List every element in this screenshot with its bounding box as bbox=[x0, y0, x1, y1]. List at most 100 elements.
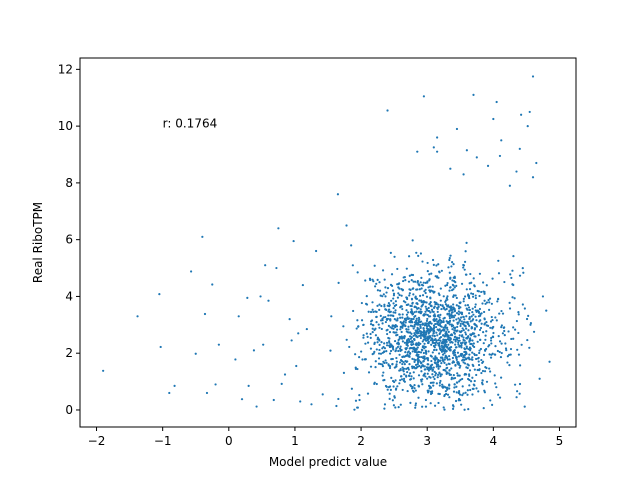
data-point bbox=[432, 357, 435, 360]
data-point bbox=[468, 374, 471, 378]
data-point bbox=[446, 313, 449, 316]
data-point bbox=[395, 325, 399, 328]
data-point bbox=[462, 392, 465, 395]
data-point bbox=[451, 261, 454, 264]
data-point bbox=[410, 298, 414, 301]
data-point bbox=[457, 392, 460, 395]
data-point bbox=[469, 320, 472, 323]
data-point bbox=[411, 350, 414, 353]
data-point bbox=[473, 322, 476, 325]
data-point bbox=[426, 337, 429, 340]
data-point bbox=[398, 347, 402, 350]
data-point bbox=[410, 308, 413, 311]
data-point bbox=[384, 384, 388, 388]
data-point bbox=[424, 375, 427, 378]
data-point bbox=[385, 318, 388, 321]
data-point bbox=[247, 384, 250, 387]
data-point bbox=[399, 349, 402, 352]
data-point bbox=[421, 364, 424, 367]
data-point bbox=[408, 294, 411, 297]
data-point bbox=[414, 343, 417, 346]
data-point bbox=[444, 324, 447, 327]
data-point bbox=[465, 345, 468, 348]
data-point bbox=[418, 334, 421, 337]
data-point bbox=[410, 317, 413, 321]
data-point bbox=[463, 268, 466, 271]
data-point bbox=[480, 290, 483, 294]
data-point bbox=[414, 322, 418, 325]
data-point bbox=[453, 348, 456, 352]
data-point bbox=[450, 311, 454, 314]
data-point bbox=[275, 266, 278, 270]
data-point bbox=[389, 283, 393, 287]
data-point bbox=[438, 337, 441, 340]
data-point bbox=[408, 355, 411, 358]
x-tick-label: 0 bbox=[225, 434, 233, 448]
data-point bbox=[497, 297, 500, 300]
data-point bbox=[416, 343, 419, 346]
data-point bbox=[478, 272, 482, 275]
data-point bbox=[515, 170, 518, 173]
data-point bbox=[441, 386, 445, 389]
data-point bbox=[399, 403, 402, 406]
data-point bbox=[515, 396, 518, 399]
data-point bbox=[384, 295, 387, 298]
data-point bbox=[397, 286, 400, 289]
data-point bbox=[414, 319, 418, 322]
data-point bbox=[405, 296, 408, 299]
data-point bbox=[445, 355, 448, 358]
data-point bbox=[440, 344, 443, 347]
data-point bbox=[414, 402, 418, 405]
data-point bbox=[491, 318, 494, 322]
data-point bbox=[410, 320, 413, 324]
data-point bbox=[336, 193, 340, 196]
data-point bbox=[425, 301, 428, 304]
data-point bbox=[453, 376, 457, 380]
data-point bbox=[510, 337, 513, 341]
data-point bbox=[500, 351, 503, 355]
data-point bbox=[427, 328, 430, 331]
data-point bbox=[422, 374, 425, 377]
data-point bbox=[432, 344, 436, 348]
data-point bbox=[369, 310, 373, 314]
data-point bbox=[541, 295, 545, 298]
data-point bbox=[399, 367, 402, 371]
data-point bbox=[376, 341, 379, 344]
data-point bbox=[483, 370, 487, 373]
data-point bbox=[246, 296, 249, 299]
data-point bbox=[457, 341, 460, 344]
data-point bbox=[435, 382, 438, 385]
data-point bbox=[526, 338, 529, 342]
data-point bbox=[462, 356, 465, 359]
data-point bbox=[517, 353, 521, 356]
data-point bbox=[492, 117, 495, 121]
data-point bbox=[466, 308, 469, 311]
data-point bbox=[415, 317, 418, 320]
data-point bbox=[483, 323, 486, 326]
data-point bbox=[443, 329, 446, 332]
data-point bbox=[447, 330, 450, 333]
data-point bbox=[454, 399, 458, 403]
data-point bbox=[475, 325, 478, 328]
data-point bbox=[484, 334, 487, 337]
data-point bbox=[436, 314, 440, 318]
data-point bbox=[461, 394, 464, 397]
data-point bbox=[396, 342, 399, 345]
data-point bbox=[498, 396, 502, 399]
data-point bbox=[471, 351, 474, 354]
data-point bbox=[403, 276, 406, 279]
data-point bbox=[417, 320, 421, 323]
data-point bbox=[488, 301, 491, 304]
data-point bbox=[435, 365, 438, 368]
data-point bbox=[448, 369, 451, 372]
data-point bbox=[437, 263, 440, 266]
data-point bbox=[321, 393, 324, 396]
data-point bbox=[408, 288, 411, 291]
data-point bbox=[458, 302, 462, 305]
data-point bbox=[452, 331, 456, 334]
data-point bbox=[461, 385, 464, 388]
data-point bbox=[409, 383, 412, 387]
data-point bbox=[506, 355, 509, 358]
data-point bbox=[444, 284, 447, 287]
data-point bbox=[409, 304, 412, 307]
